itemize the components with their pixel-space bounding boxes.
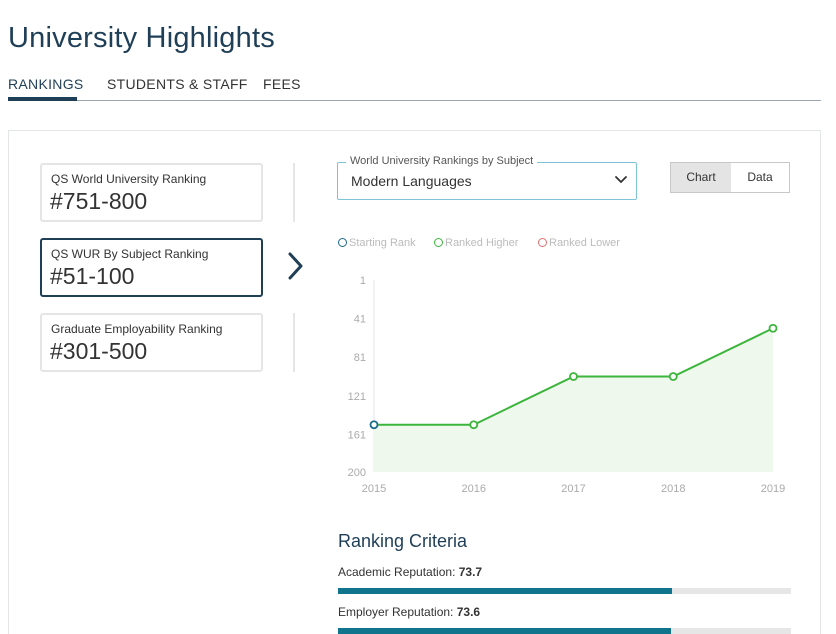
y-tick-label: 41 bbox=[354, 314, 366, 326]
chevron-down-icon bbox=[615, 176, 627, 184]
tab-students-staff[interactable]: STUDENTS & STAFF bbox=[107, 76, 248, 92]
ranking-card-label: Graduate Employability Ranking bbox=[51, 322, 223, 336]
circle-icon bbox=[434, 238, 443, 247]
criteria-score: 73.7 bbox=[458, 565, 483, 579]
ranking-card-label: QS World University Ranking bbox=[51, 172, 207, 186]
criteria-bar-fill bbox=[338, 628, 672, 634]
ranking-card-employability[interactable]: Graduate Employability Ranking #301-500 bbox=[40, 313, 263, 372]
ranking-card-value: #51-100 bbox=[50, 263, 135, 289]
legend-ranked-higher: Ranked Higher bbox=[434, 237, 518, 249]
active-tab-indicator bbox=[8, 97, 77, 101]
tab-bar: RANKINGS STUDENTS & STAFF FEES bbox=[8, 74, 821, 101]
tab-fees[interactable]: FEES bbox=[263, 76, 301, 92]
data-point bbox=[569, 372, 578, 381]
y-tick-label: 121 bbox=[348, 391, 366, 403]
page-title: University Highlights bbox=[8, 22, 275, 54]
data-point bbox=[469, 420, 479, 430]
circle-icon bbox=[338, 238, 347, 247]
chart-view-button[interactable]: Chart bbox=[670, 162, 732, 193]
y-tick-label: 200 bbox=[348, 467, 366, 479]
subject-select[interactable]: World University Rankings by Subject Mod… bbox=[337, 155, 637, 200]
legend-ranked-lower: Ranked Lower bbox=[538, 237, 620, 249]
subject-select-value: Modern Languages bbox=[351, 173, 472, 189]
x-tick-label: 2018 bbox=[661, 483, 685, 495]
criteria-name: Academic Reputation: bbox=[338, 565, 456, 579]
tab-rankings[interactable]: RANKINGS bbox=[8, 76, 84, 92]
circle-icon bbox=[538, 238, 547, 247]
area-fill bbox=[374, 328, 773, 472]
criteria-bar-fill bbox=[338, 588, 672, 594]
criteria-bar-track bbox=[338, 588, 791, 594]
x-tick-label: 2017 bbox=[561, 483, 585, 495]
subject-select-legend: World University Rankings by Subject bbox=[346, 155, 538, 167]
x-tick-label: 2019 bbox=[761, 483, 785, 495]
criteria-item-label: Employer Reputation: 73.6 bbox=[338, 605, 480, 619]
data-point bbox=[768, 323, 778, 333]
data-view-button[interactable]: Data bbox=[731, 162, 790, 193]
criteria-score: 73.6 bbox=[456, 605, 481, 619]
card-separator bbox=[293, 163, 295, 222]
rankings-panel: QS World University Ranking #751-800 QS … bbox=[8, 130, 821, 634]
ranking-card-value: #751-800 bbox=[50, 188, 148, 214]
y-tick-label: 81 bbox=[354, 352, 366, 364]
legend-label: Ranked Lower bbox=[549, 237, 620, 249]
card-separator bbox=[293, 313, 295, 372]
ranking-chart: 1 41 81 121 161 200 2015 2016 2017 2018 2019 bbox=[348, 275, 786, 495]
criteria-item-label: Academic Reputation: 73.7 bbox=[338, 565, 482, 579]
x-tick-label: 2015 bbox=[362, 483, 386, 495]
legend-starting-rank: Starting Rank bbox=[338, 237, 416, 249]
ranking-card-value: #301-500 bbox=[50, 338, 148, 364]
legend-label: Starting Rank bbox=[349, 237, 416, 249]
ranking-card-subject[interactable]: QS WUR By Subject Ranking #51-100 bbox=[40, 238, 263, 297]
ranking-card-world[interactable]: QS World University Ranking #751-800 bbox=[40, 163, 263, 222]
data-point bbox=[369, 420, 379, 430]
data-point bbox=[668, 372, 678, 381]
chevron-right-icon bbox=[288, 252, 303, 280]
legend-label: Ranked Higher bbox=[445, 237, 519, 249]
ranking-card-label: QS WUR By Subject Ranking bbox=[51, 247, 209, 261]
y-tick-label: 1 bbox=[360, 275, 366, 287]
x-tick-label: 2016 bbox=[462, 483, 486, 495]
y-tick-label: 161 bbox=[348, 429, 366, 441]
criteria-name: Employer Reputation: bbox=[338, 605, 454, 619]
criteria-title: Ranking Criteria bbox=[338, 531, 468, 551]
criteria-bar-track bbox=[338, 628, 791, 634]
